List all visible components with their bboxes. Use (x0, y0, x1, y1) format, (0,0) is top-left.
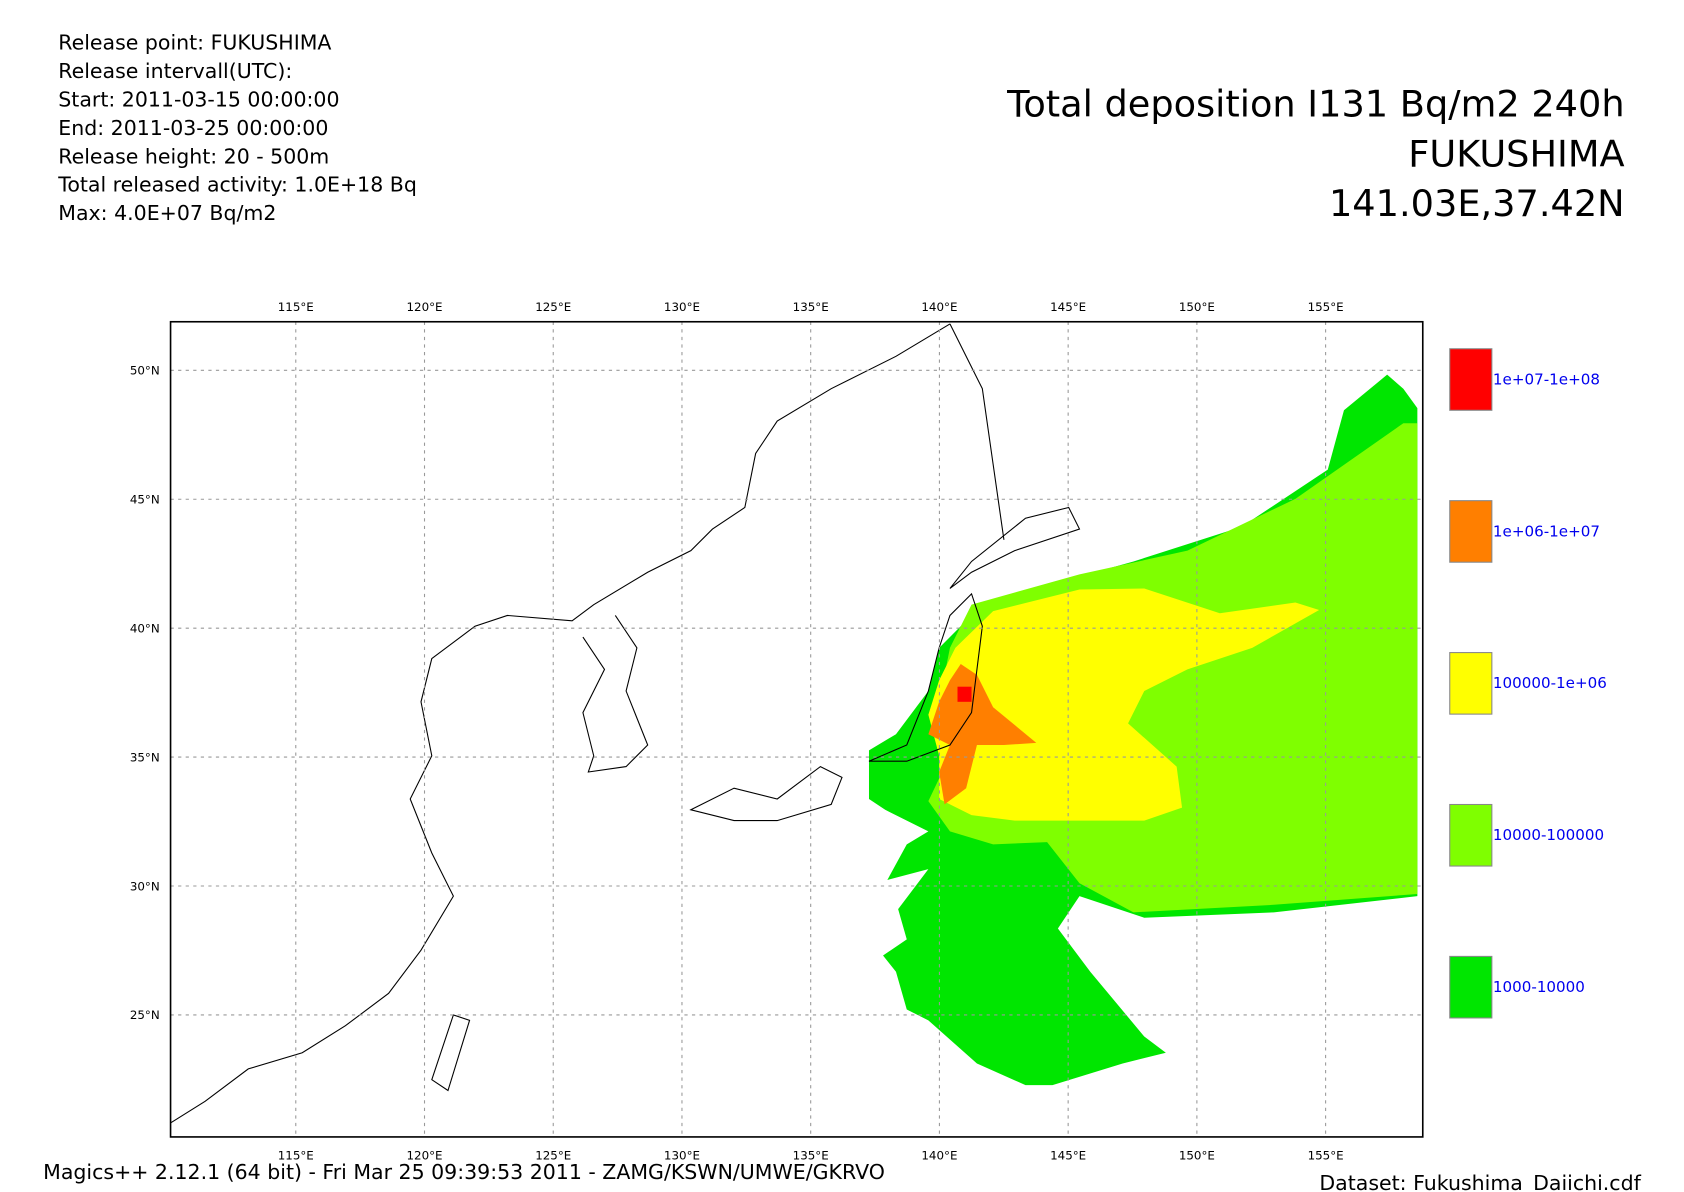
legend-swatch (1449, 955, 1493, 1019)
lat-label: 25°N (130, 1008, 160, 1022)
lat-label: 40°N (130, 621, 160, 635)
lat-label: 45°N (130, 493, 160, 507)
coast (689, 506, 1081, 822)
legend-label: 1000-10000 (1493, 978, 1585, 996)
legend-swatch (1449, 348, 1493, 411)
graticule (170, 321, 1423, 1137)
lon-label: 155°E (1308, 1149, 1344, 1163)
lon-label: 115°E (278, 300, 314, 314)
lon-label: 145°E (1050, 1149, 1086, 1163)
map-frame (169, 320, 1424, 1138)
lon-label: 120°E (406, 300, 442, 314)
lon-label: 120°E (406, 1149, 442, 1163)
info-line: Release height: 20 - 500m (58, 144, 329, 168)
plume (868, 374, 1418, 1086)
legend-label: 10000-100000 (1493, 826, 1604, 844)
info-line: Total released activity: 1.0E+18 Bq (57, 173, 417, 197)
zone-100000 (928, 588, 1320, 821)
lat-label: 35°N (130, 750, 160, 764)
lat-label: 30°N (130, 879, 160, 893)
info-line: Release point: FUKUSHIMA (58, 31, 331, 55)
coast (582, 615, 649, 773)
lon-label: 155°E (1308, 300, 1344, 314)
coastlines (170, 323, 1081, 1124)
lon-label: 115°E (278, 1149, 314, 1163)
footer-left: Magics++ 2.12.1 (64 bit) - Fri Mar 25 09… (43, 1160, 885, 1184)
lon-label: 140°E (921, 300, 957, 314)
zone-10000000 (957, 686, 972, 702)
legend-swatch (1449, 803, 1493, 867)
zone-1000000 (928, 664, 1037, 805)
lon-label: 150°E (1179, 1149, 1215, 1163)
footer-right: Dataset: Fukushima_Daiichi.cdf (1319, 1171, 1641, 1192)
lon-label: 135°E (793, 1149, 829, 1163)
legend-label: 1e+07-1e+08 (1493, 370, 1600, 388)
lon-label: 130°E (664, 1149, 700, 1163)
lon-label: 130°E (664, 300, 700, 314)
lon-label: 125°E (535, 300, 571, 314)
coast (431, 323, 1005, 1092)
title-line: FUKUSHIMA (1408, 132, 1624, 175)
legend-swatch (1449, 500, 1493, 563)
info-line: End: 2011-03-25 00:00:00 (58, 116, 328, 140)
info-line: Start: 2011-03-15 00:00:00 (58, 87, 339, 111)
lon-label: 125°E (535, 1149, 571, 1163)
info-line: Max: 4.0E+07 Bq/m2 (58, 201, 276, 225)
title-line: Total deposition I131 Bq/m2 240h (1006, 83, 1624, 126)
title-line: 141.03E,37.42N (1329, 182, 1625, 225)
lon-label: 140°E (921, 1149, 957, 1163)
lat-label: 50°N (130, 364, 160, 378)
legend-label: 1e+06-1e+07 (1493, 522, 1600, 540)
coast (170, 323, 951, 1124)
legend-swatch (1449, 652, 1493, 715)
info-line: Release intervall(UTC): (58, 59, 292, 83)
lon-label: 145°E (1050, 300, 1086, 314)
legend-label: 100000-1e+06 (1493, 674, 1607, 692)
lon-label: 135°E (793, 300, 829, 314)
lon-label: 150°E (1179, 300, 1215, 314)
